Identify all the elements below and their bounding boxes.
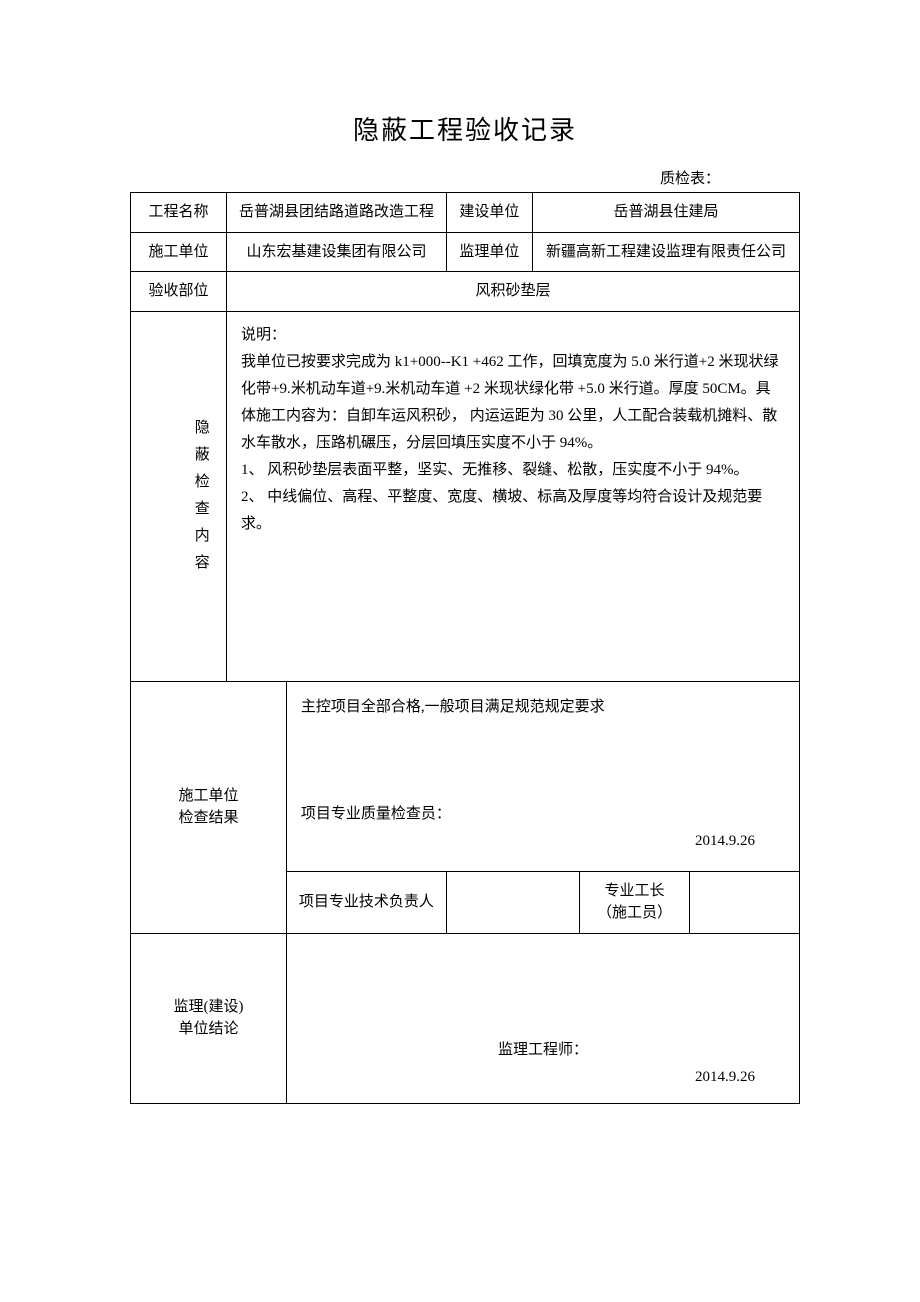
project-name-label: 工程名称 (131, 193, 227, 233)
page-title: 隐蔽工程验收记录 (130, 110, 800, 147)
tech-leader-label: 项目专业技术负责人 (286, 871, 446, 933)
accept-part-value: 风积砂垫层 (227, 272, 800, 312)
conclusion-side-label-text: 监理(建设)单位结论 (173, 999, 243, 1038)
tech-leader-value (446, 871, 579, 933)
result-side-label: 施工单位检查结果 (131, 681, 287, 933)
header-row-2: 施工单位 山东宏基建设集团有限公司 监理单位 新疆高新工程建设监理有限责任公司 (131, 232, 800, 272)
build-unit-value: 岳普湖县住建局 (532, 193, 799, 233)
content-row: 隐蔽检查内容 说明： 我单位已按要求完成为 k1+000--K1 +462 工作… (131, 311, 800, 681)
content-side-spacer (131, 311, 179, 681)
header-row-3: 验收部位 风积砂垫层 (131, 272, 800, 312)
conclusion-row: 监理(建设)单位结论 监理工程师： 2014.9.26 (131, 933, 800, 1103)
subtitle-label: 质检表： (130, 167, 800, 188)
record-table: 工程名称 岳普湖县团结路道路改造工程 建设单位 岳普湖县住建局 施工单位 山东宏… (130, 192, 800, 1104)
foreman-label-text: 专业工长（施工员） (597, 883, 672, 922)
content-body: 说明： 我单位已按要求完成为 k1+000--K1 +462 工作，回填宽度为 … (227, 311, 800, 681)
conclusion-side-label: 监理(建设)单位结论 (131, 933, 287, 1103)
project-name-value: 岳普湖县团结路道路改造工程 (227, 193, 447, 233)
supervision-unit-value: 新疆高新工程建设监理有限责任公司 (532, 232, 799, 272)
content-item2: 2、 中线偏位、高程、平整度、宽度、横坡、标高及厚度等均符合设计及规范要求。 (241, 484, 785, 538)
engineer-label: 监理工程师： (301, 1037, 785, 1064)
result-body: 主控项目全部合格,一般项目满足规范规定要求 项目专业质量检查员： 2014.9.… (286, 681, 799, 871)
conclusion-body: 监理工程师： 2014.9.26 (286, 933, 799, 1103)
content-para1: 我单位已按要求完成为 k1+000--K1 +462 工作，回填宽度为 5.0 … (241, 349, 785, 457)
result-row-1: 施工单位检查结果 主控项目全部合格,一般项目满足规范规定要求 项目专业质量检查员… (131, 681, 800, 871)
content-item1: 1、 风积砂垫层表面平整，坚实、无推移、裂缝、松散，压实度不小于 94%。 (241, 457, 785, 484)
supervision-unit-label: 监理单位 (446, 232, 532, 272)
construction-unit-value: 山东宏基建设集团有限公司 (227, 232, 447, 272)
foreman-label: 专业工长（施工员） (580, 871, 690, 933)
inspector-label: 项目专业质量检查员： (301, 801, 785, 828)
result-date1: 2014.9.26 (301, 828, 785, 855)
header-row-1: 工程名称 岳普湖县团结路道路改造工程 建设单位 岳普湖县住建局 (131, 193, 800, 233)
content-side-label: 隐蔽检查内容 (179, 311, 227, 681)
accept-part-label: 验收部位 (131, 272, 227, 312)
conclusion-date: 2014.9.26 (301, 1064, 785, 1091)
content-side-label-text: 隐蔽检查内容 (195, 420, 210, 571)
foreman-value (690, 871, 800, 933)
build-unit-label: 建设单位 (446, 193, 532, 233)
construction-unit-label: 施工单位 (131, 232, 227, 272)
result-side-label-text: 施工单位检查结果 (178, 788, 238, 827)
content-intro: 说明： (241, 322, 785, 349)
result-summary: 主控项目全部合格,一般项目满足规范规定要求 (301, 694, 785, 721)
